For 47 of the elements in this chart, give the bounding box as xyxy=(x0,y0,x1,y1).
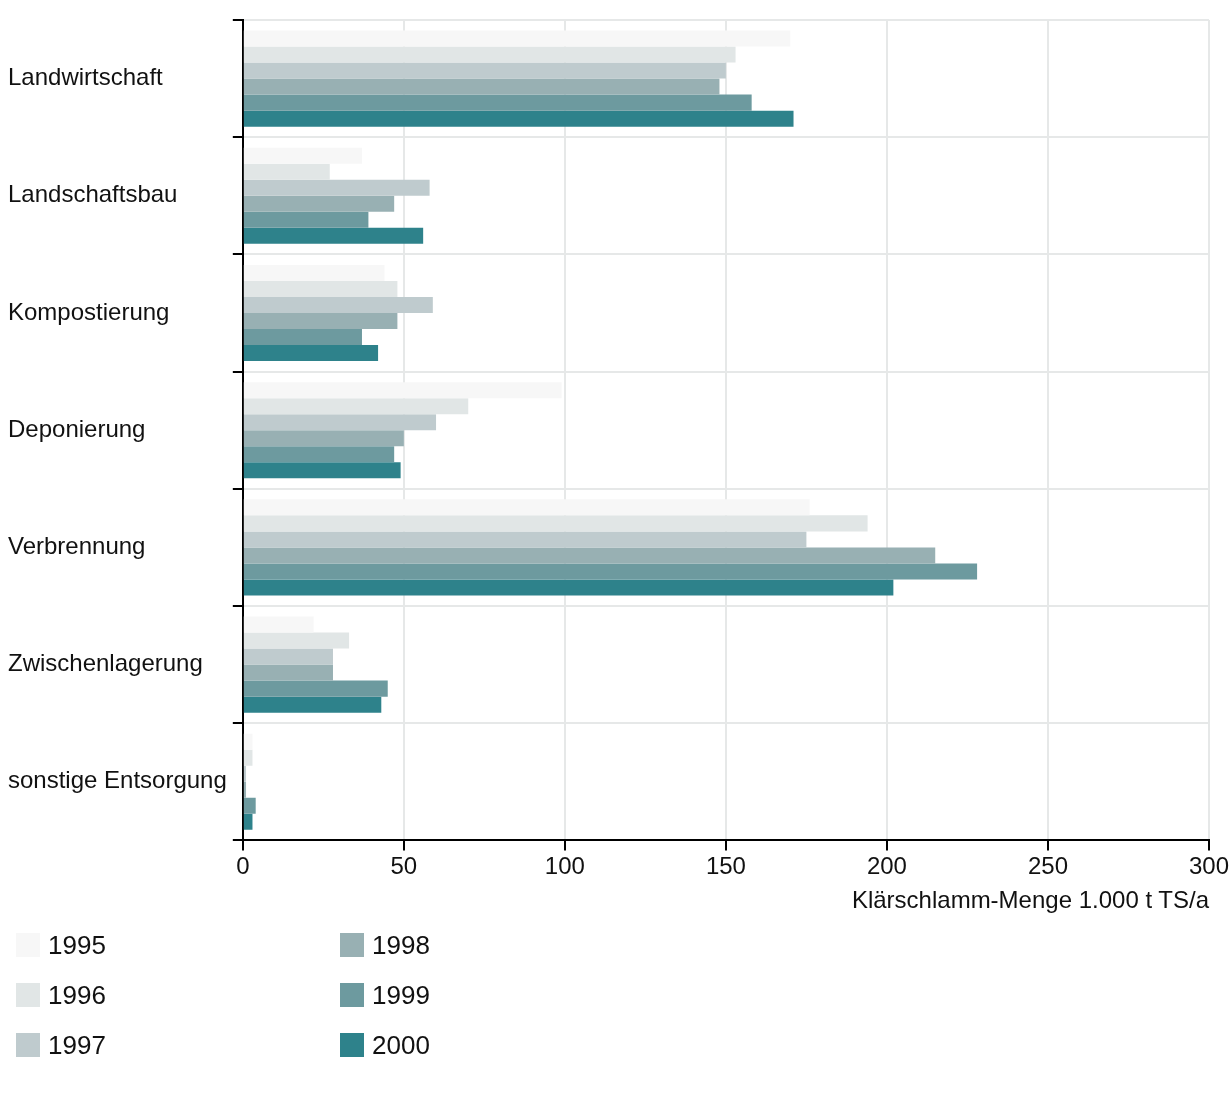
bar xyxy=(243,430,404,447)
bar xyxy=(243,579,894,596)
bar xyxy=(243,462,401,479)
y-tick-label: Verbrennung xyxy=(8,532,146,560)
bar xyxy=(243,563,978,580)
bar xyxy=(243,345,379,362)
legend-label: 1999 xyxy=(372,979,430,1011)
bar xyxy=(243,797,256,814)
bar xyxy=(243,62,726,79)
bar xyxy=(243,664,333,681)
legend-label: 1995 xyxy=(48,929,106,961)
y-tick-label: Landwirtschaft xyxy=(8,63,164,91)
bar xyxy=(243,313,398,330)
legend-label: 1997 xyxy=(48,1029,106,1061)
bar xyxy=(243,211,369,228)
bar xyxy=(243,414,437,431)
x-tick-label: 50 xyxy=(390,852,418,880)
y-tick-label: Kompostierung xyxy=(8,297,170,325)
bar xyxy=(243,648,333,665)
legend-label: 2000 xyxy=(372,1029,430,1061)
y-tick-label: Zwischenlagerung xyxy=(8,649,203,677)
x-tick-label: 200 xyxy=(866,852,907,880)
bar xyxy=(243,329,362,346)
x-tick-label: 0 xyxy=(236,852,250,880)
legend-label: 1996 xyxy=(48,979,106,1011)
y-tick-label: Landschaftsbau xyxy=(8,180,178,208)
bar xyxy=(243,227,424,244)
bar xyxy=(243,680,388,697)
x-tick-label: 150 xyxy=(705,852,746,880)
y-tick-label: Deponierung xyxy=(8,414,146,442)
legend-label: 1998 xyxy=(372,929,430,961)
x-tick-label: 300 xyxy=(1188,852,1229,880)
bar xyxy=(243,696,382,713)
bar xyxy=(243,813,253,830)
x-axis-title: Klärschlamm-Menge 1.000 t TS/a xyxy=(851,886,1210,914)
bar xyxy=(243,195,395,212)
bar xyxy=(243,110,794,127)
bar xyxy=(243,547,936,564)
bar xyxy=(243,296,433,313)
bar xyxy=(243,446,395,463)
y-tick-label: sonstige Entsorgung xyxy=(8,766,227,794)
bar xyxy=(243,78,720,95)
bar xyxy=(243,531,807,548)
bar xyxy=(243,179,430,196)
x-tick-label: 250 xyxy=(1027,852,1068,880)
x-tick-label: 100 xyxy=(544,852,585,880)
bar xyxy=(243,94,752,111)
